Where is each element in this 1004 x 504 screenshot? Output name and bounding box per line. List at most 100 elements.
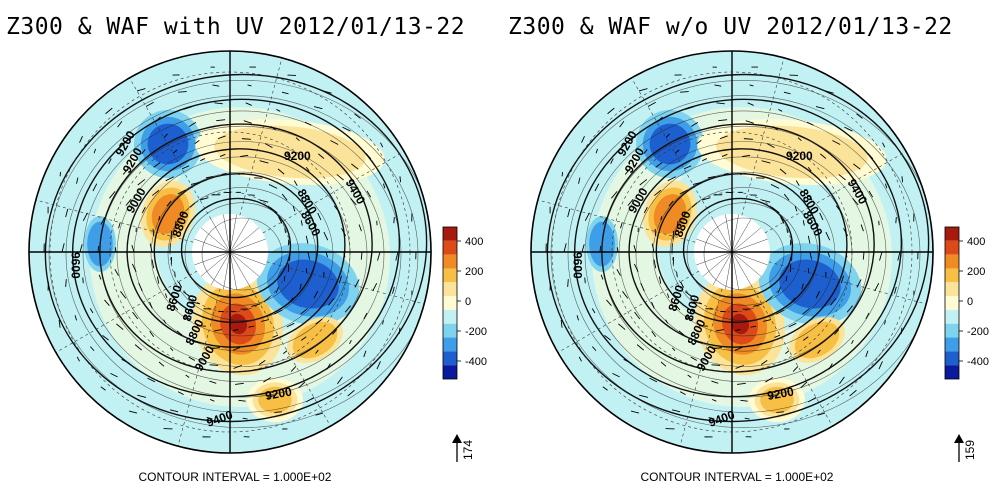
flux-vector — [763, 319, 772, 322]
flux-vector — [141, 207, 146, 214]
colorbar-segment — [443, 351, 457, 366]
flux-vector — [616, 247, 619, 253]
flux-vector — [643, 207, 648, 214]
flux-vector — [624, 167, 631, 175]
meridian-line — [210, 218, 231, 253]
left-panel: Z300 & WAF with UV 2012/01/13-22 9200 920… — [6, 14, 487, 484]
flux-vector — [382, 320, 384, 325]
geopotential-contour — [126, 148, 346, 348]
flux-vector — [209, 398, 215, 402]
geopotential-contour — [618, 141, 870, 367]
flux-vector — [323, 231, 329, 241]
meridian-line — [229, 251, 260, 277]
flux-vector — [900, 327, 903, 335]
flux-vector — [834, 329, 840, 335]
flux-vector — [74, 315, 77, 321]
flux-vector — [134, 344, 142, 351]
colorbar-segment — [443, 282, 457, 297]
flux-vector — [690, 356, 697, 361]
flux-vector — [851, 339, 854, 345]
contour-interval-label: CONTOUR INTERVAL = 1.000E+02 — [640, 470, 834, 484]
geopotential-contour — [669, 187, 819, 321]
flux-vector — [685, 315, 694, 320]
flux-vector — [612, 372, 620, 378]
colorbar-segment — [945, 323, 959, 338]
colorbar-tick-label: 400 — [967, 236, 985, 248]
flux-vector — [708, 417, 715, 420]
flux-vector — [655, 162, 663, 168]
flux-vector — [651, 301, 655, 309]
colorbar-segment — [945, 351, 959, 366]
flux-vector — [317, 212, 322, 221]
geopotential-contour — [652, 171, 836, 337]
meridian-line — [194, 251, 231, 266]
flux-vector — [622, 291, 629, 299]
flux-vector — [274, 411, 282, 413]
flux-vector — [145, 101, 154, 107]
flux-vector — [789, 297, 796, 305]
geopotential-contour — [44, 73, 428, 423]
flux-vector — [786, 227, 788, 233]
meridian-line — [702, 251, 733, 277]
anomaly-cell — [794, 321, 840, 359]
flux-vector — [183, 106, 193, 110]
flux-vector — [734, 329, 741, 332]
flux-vector — [97, 246, 100, 253]
flux-vector — [618, 323, 626, 330]
flux-vector — [181, 165, 190, 170]
flux-vector — [651, 330, 657, 337]
flux-vector — [716, 102, 725, 105]
flux-vector — [330, 140, 339, 145]
colorbar-segment — [443, 309, 457, 324]
flux-vector — [214, 329, 222, 332]
geopotential-contour — [180, 197, 292, 299]
flux-vector — [678, 330, 685, 336]
flux-vector — [82, 277, 84, 284]
flux-vector — [383, 183, 386, 189]
flux-vector — [114, 247, 117, 253]
flux-vector — [777, 287, 781, 294]
flux-vector — [683, 212, 686, 217]
flux-vector — [165, 176, 175, 182]
meridian-line — [223, 251, 231, 290]
flux-vector — [868, 190, 874, 198]
flux-vector — [122, 167, 129, 175]
flux-vector — [102, 335, 109, 341]
flux-vector — [82, 212, 88, 222]
anomaly-cell — [292, 321, 338, 359]
flux-vector — [844, 126, 853, 132]
flux-vector — [623, 358, 632, 364]
colorbar-segment — [945, 268, 959, 283]
flux-vector — [392, 286, 395, 294]
geopotential-contour — [167, 187, 317, 321]
contour-label: 8600 — [180, 293, 201, 323]
flux-vector — [247, 84, 252, 87]
flux-vector — [132, 311, 139, 320]
flux-vector — [785, 276, 788, 282]
flux-vector — [156, 276, 160, 284]
flux-vector — [283, 350, 288, 354]
flux-vector — [665, 133, 670, 138]
flux-vector — [176, 330, 183, 336]
flux-vector — [105, 107, 113, 115]
flux-vector — [711, 398, 717, 402]
reference-arrow-head — [954, 434, 964, 443]
flux-vector — [853, 163, 861, 170]
flux-vector — [865, 350, 869, 358]
flux-vector — [269, 207, 278, 214]
flux-vector — [560, 320, 563, 328]
flux-vector — [104, 299, 110, 306]
colorbar-tick-label: 400 — [465, 236, 483, 248]
geopotential-contour — [546, 73, 930, 423]
flux-vector — [808, 397, 817, 403]
flux-vector — [251, 303, 261, 307]
geopotential-contour — [601, 125, 887, 383]
contour-label: 9200 — [284, 149, 311, 163]
flux-vector — [765, 296, 773, 303]
flux-vector — [711, 364, 721, 366]
geopotential-contour — [682, 197, 794, 299]
anomaly-cell — [730, 313, 750, 335]
map-boundary — [28, 50, 432, 454]
flux-vector — [116, 323, 124, 330]
flux-vector — [241, 138, 251, 140]
